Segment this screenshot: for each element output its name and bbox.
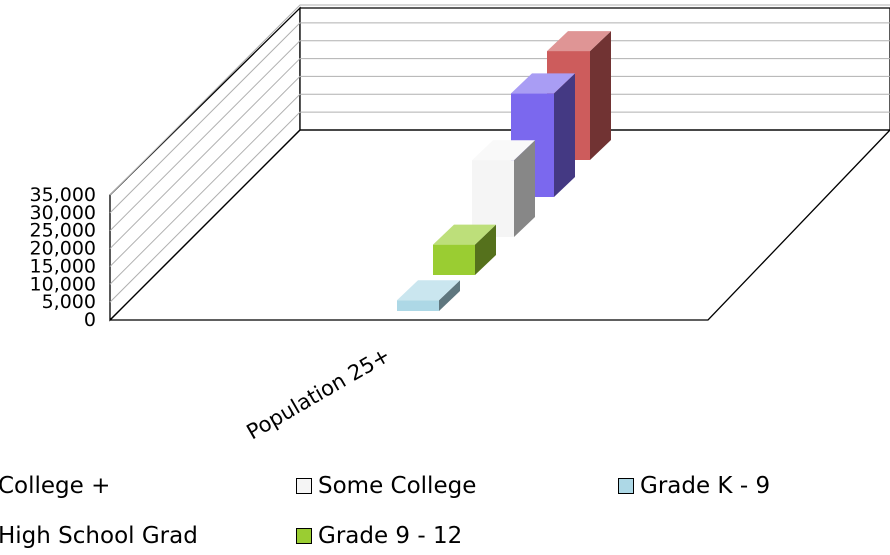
gridline xyxy=(109,22,890,214)
bar-side xyxy=(590,31,611,161)
bar-some-college xyxy=(472,140,535,237)
gridline xyxy=(109,40,890,232)
legend-item-high-school-grad: High School Grad xyxy=(0,523,198,549)
y-tick-label: 35,000 xyxy=(30,184,96,206)
gridlines xyxy=(109,4,890,303)
legend-label: College + xyxy=(0,473,111,499)
y-tick-label: 20,000 xyxy=(30,238,96,260)
y-tick-label: 5,000 xyxy=(42,291,96,313)
y-tick-label: 0 xyxy=(84,309,96,331)
bar-side xyxy=(554,73,575,197)
gridline xyxy=(109,111,890,303)
bar-side xyxy=(475,224,496,275)
bar-side xyxy=(514,140,535,237)
bar-side xyxy=(439,280,460,311)
legend-swatch xyxy=(296,478,312,494)
gridline xyxy=(109,93,890,285)
bar-top xyxy=(547,31,611,52)
bar-top xyxy=(472,140,535,161)
x-tick-label: Population 25+ xyxy=(243,343,395,444)
bar-front xyxy=(433,244,475,275)
y-tick-label: 10,000 xyxy=(30,273,96,295)
legend: College + Some College Grade K - 9 High … xyxy=(0,468,890,555)
legend-item-college-plus: College + xyxy=(0,473,110,499)
bar-top xyxy=(433,224,496,245)
bar-front xyxy=(472,160,514,237)
legend-label: Grade K - 9 xyxy=(640,473,771,499)
y-tick-label: 25,000 xyxy=(30,220,96,242)
gridline xyxy=(109,75,890,267)
y-tick-label: 30,000 xyxy=(30,202,96,224)
chart: 05,00010,00015,00020,00025,00030,00035,0… xyxy=(30,4,890,444)
legend-item-grade-9-12: Grade 9 - 12 xyxy=(296,523,462,549)
bar-grade-9-12 xyxy=(433,224,496,275)
gridline xyxy=(109,4,890,196)
legend-label: Grade 9 - 12 xyxy=(318,523,463,549)
floor-outline xyxy=(109,129,890,321)
legend-swatch xyxy=(618,478,634,494)
bar-top xyxy=(397,280,460,301)
legend-item-some-college: Some College xyxy=(296,473,476,499)
bar-grade-k-9 xyxy=(397,280,460,311)
gridline xyxy=(109,58,890,249)
y-tick-label: 15,000 xyxy=(30,255,96,277)
legend-swatch xyxy=(296,528,312,544)
y-axis-ticks: 05,00010,00015,00020,00025,00030,00035,0… xyxy=(30,184,96,331)
bar-front xyxy=(397,300,439,311)
bar-top xyxy=(511,73,575,94)
legend-label: High School Grad xyxy=(0,523,198,549)
legend-item-grade-k-9: Grade K - 9 xyxy=(618,473,770,499)
legend-label: Some College xyxy=(318,473,477,499)
bars xyxy=(397,31,611,311)
